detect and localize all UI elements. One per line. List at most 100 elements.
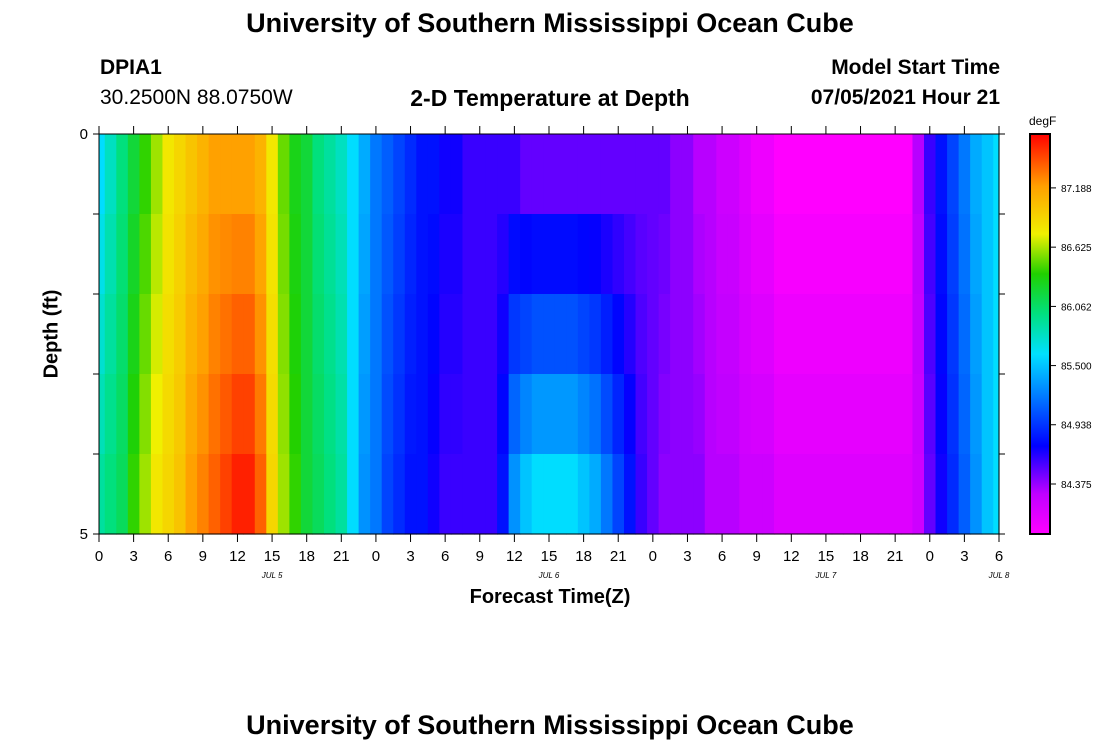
heatmap-cell (462, 214, 475, 295)
heatmap-cell (485, 294, 498, 375)
heatmap-cell (289, 214, 302, 295)
heatmap-cell (947, 374, 960, 455)
heatmap-cell (750, 214, 764, 295)
heatmap-cell (197, 294, 210, 375)
heatmap-cell (624, 214, 637, 295)
heatmap-cell (681, 454, 694, 535)
heatmap-cell (324, 374, 337, 455)
heatmap-cell (104, 134, 117, 215)
heatmap-cell (220, 454, 233, 535)
x-tick-label: 0 (95, 548, 103, 565)
heatmap-cell (99, 294, 106, 375)
heatmap-cell (324, 134, 337, 215)
heatmap-cell (162, 134, 175, 215)
x-tick-label: 15 (264, 548, 281, 565)
heatmap-cell (185, 134, 198, 215)
x-tick-label: 6 (441, 548, 449, 565)
y-axis: 05 (80, 126, 1005, 543)
x-tick-label: 6 (995, 548, 1003, 565)
heatmap-cell (266, 454, 279, 535)
heatmap-cell (231, 294, 244, 375)
heatmap-cell (900, 214, 914, 295)
heatmap-cell (577, 294, 590, 375)
heatmap-cell (393, 294, 406, 375)
heatmap-cell (970, 134, 983, 215)
heatmap-cell (254, 134, 267, 215)
heatmap-cell (658, 294, 671, 375)
heatmap-cell (439, 214, 452, 295)
heatmap-cell (981, 214, 994, 295)
heatmap-cell (300, 134, 314, 215)
heatmap-cell (474, 214, 487, 295)
x-tick-label: 15 (541, 548, 558, 565)
heatmap-cell (889, 294, 902, 375)
heatmap-cell (531, 214, 544, 295)
heatmap-cell (924, 374, 937, 455)
heatmap-cell (416, 134, 429, 215)
heatmap-cell (497, 374, 510, 455)
x-tick-label: 3 (129, 548, 137, 565)
heatmap-cell (474, 294, 487, 375)
heatmap-cell (993, 294, 1000, 375)
heatmap-cell (335, 454, 348, 535)
heatmap-cell (139, 294, 152, 375)
heatmap-cell (450, 134, 464, 215)
heatmap-cell (600, 294, 614, 375)
heatmap-cell (127, 214, 140, 295)
heatmap-cell (127, 374, 140, 455)
heatmap-cell (520, 134, 533, 215)
heatmap-cell (439, 374, 452, 455)
heatmap-cell (589, 454, 602, 535)
heatmap-cell (508, 374, 521, 455)
heatmap-cell (947, 294, 960, 375)
heatmap-cell (877, 294, 890, 375)
heatmap-cell (866, 214, 879, 295)
heatmap-cell (600, 374, 614, 455)
y-tick-label: 0 (80, 126, 88, 143)
heatmap-cell (358, 454, 371, 535)
colorbar-tick-label: 86.625 (1061, 243, 1092, 254)
heatmap-cell (958, 294, 971, 375)
heatmap-cell (162, 294, 175, 375)
heatmap-cell (797, 134, 810, 215)
heatmap-cell (99, 454, 106, 535)
x-tick-label: 3 (960, 548, 968, 565)
heatmap-cell (808, 214, 821, 295)
heatmap-cell (716, 134, 729, 215)
heatmap-cell (127, 294, 140, 375)
heatmap-cell (404, 454, 417, 535)
heatmap-cell (174, 134, 187, 215)
heatmap-cell (508, 134, 521, 215)
y-axis-label: Depth (ft) (40, 289, 63, 379)
heatmap-cell (981, 454, 994, 535)
heatmap-cell (531, 134, 544, 215)
heatmap-cell (197, 454, 210, 535)
date-label: JUL 5 (261, 571, 283, 580)
heatmap-cell (924, 134, 937, 215)
heatmap-cell (116, 374, 129, 455)
heatmap-cell (554, 454, 567, 535)
heatmap-cell (727, 134, 740, 215)
heatmap-cell (981, 134, 994, 215)
x-tick-label: 21 (887, 548, 904, 565)
x-tick-label: 3 (406, 548, 414, 565)
heatmap-cell (450, 294, 464, 375)
heatmap-cell (300, 214, 314, 295)
heatmap-cell (774, 374, 787, 455)
x-tick-label: 9 (476, 548, 484, 565)
heatmap-cell (543, 454, 556, 535)
heatmap-cell (727, 294, 740, 375)
heatmap-cell (843, 134, 856, 215)
heatmap-cell (889, 134, 902, 215)
heatmap-cell (162, 374, 175, 455)
heatmap-cell (935, 214, 948, 295)
heatmap-cell (335, 134, 348, 215)
heatmap-cell (254, 374, 267, 455)
heatmap-cell (266, 294, 279, 375)
heatmap-cell (99, 374, 106, 455)
heatmap-cell (462, 134, 475, 215)
station-id: DPIA1 (100, 56, 162, 79)
heatmap-cell (981, 294, 994, 375)
heatmap-cell (716, 214, 729, 295)
heatmap-cell (635, 294, 648, 375)
